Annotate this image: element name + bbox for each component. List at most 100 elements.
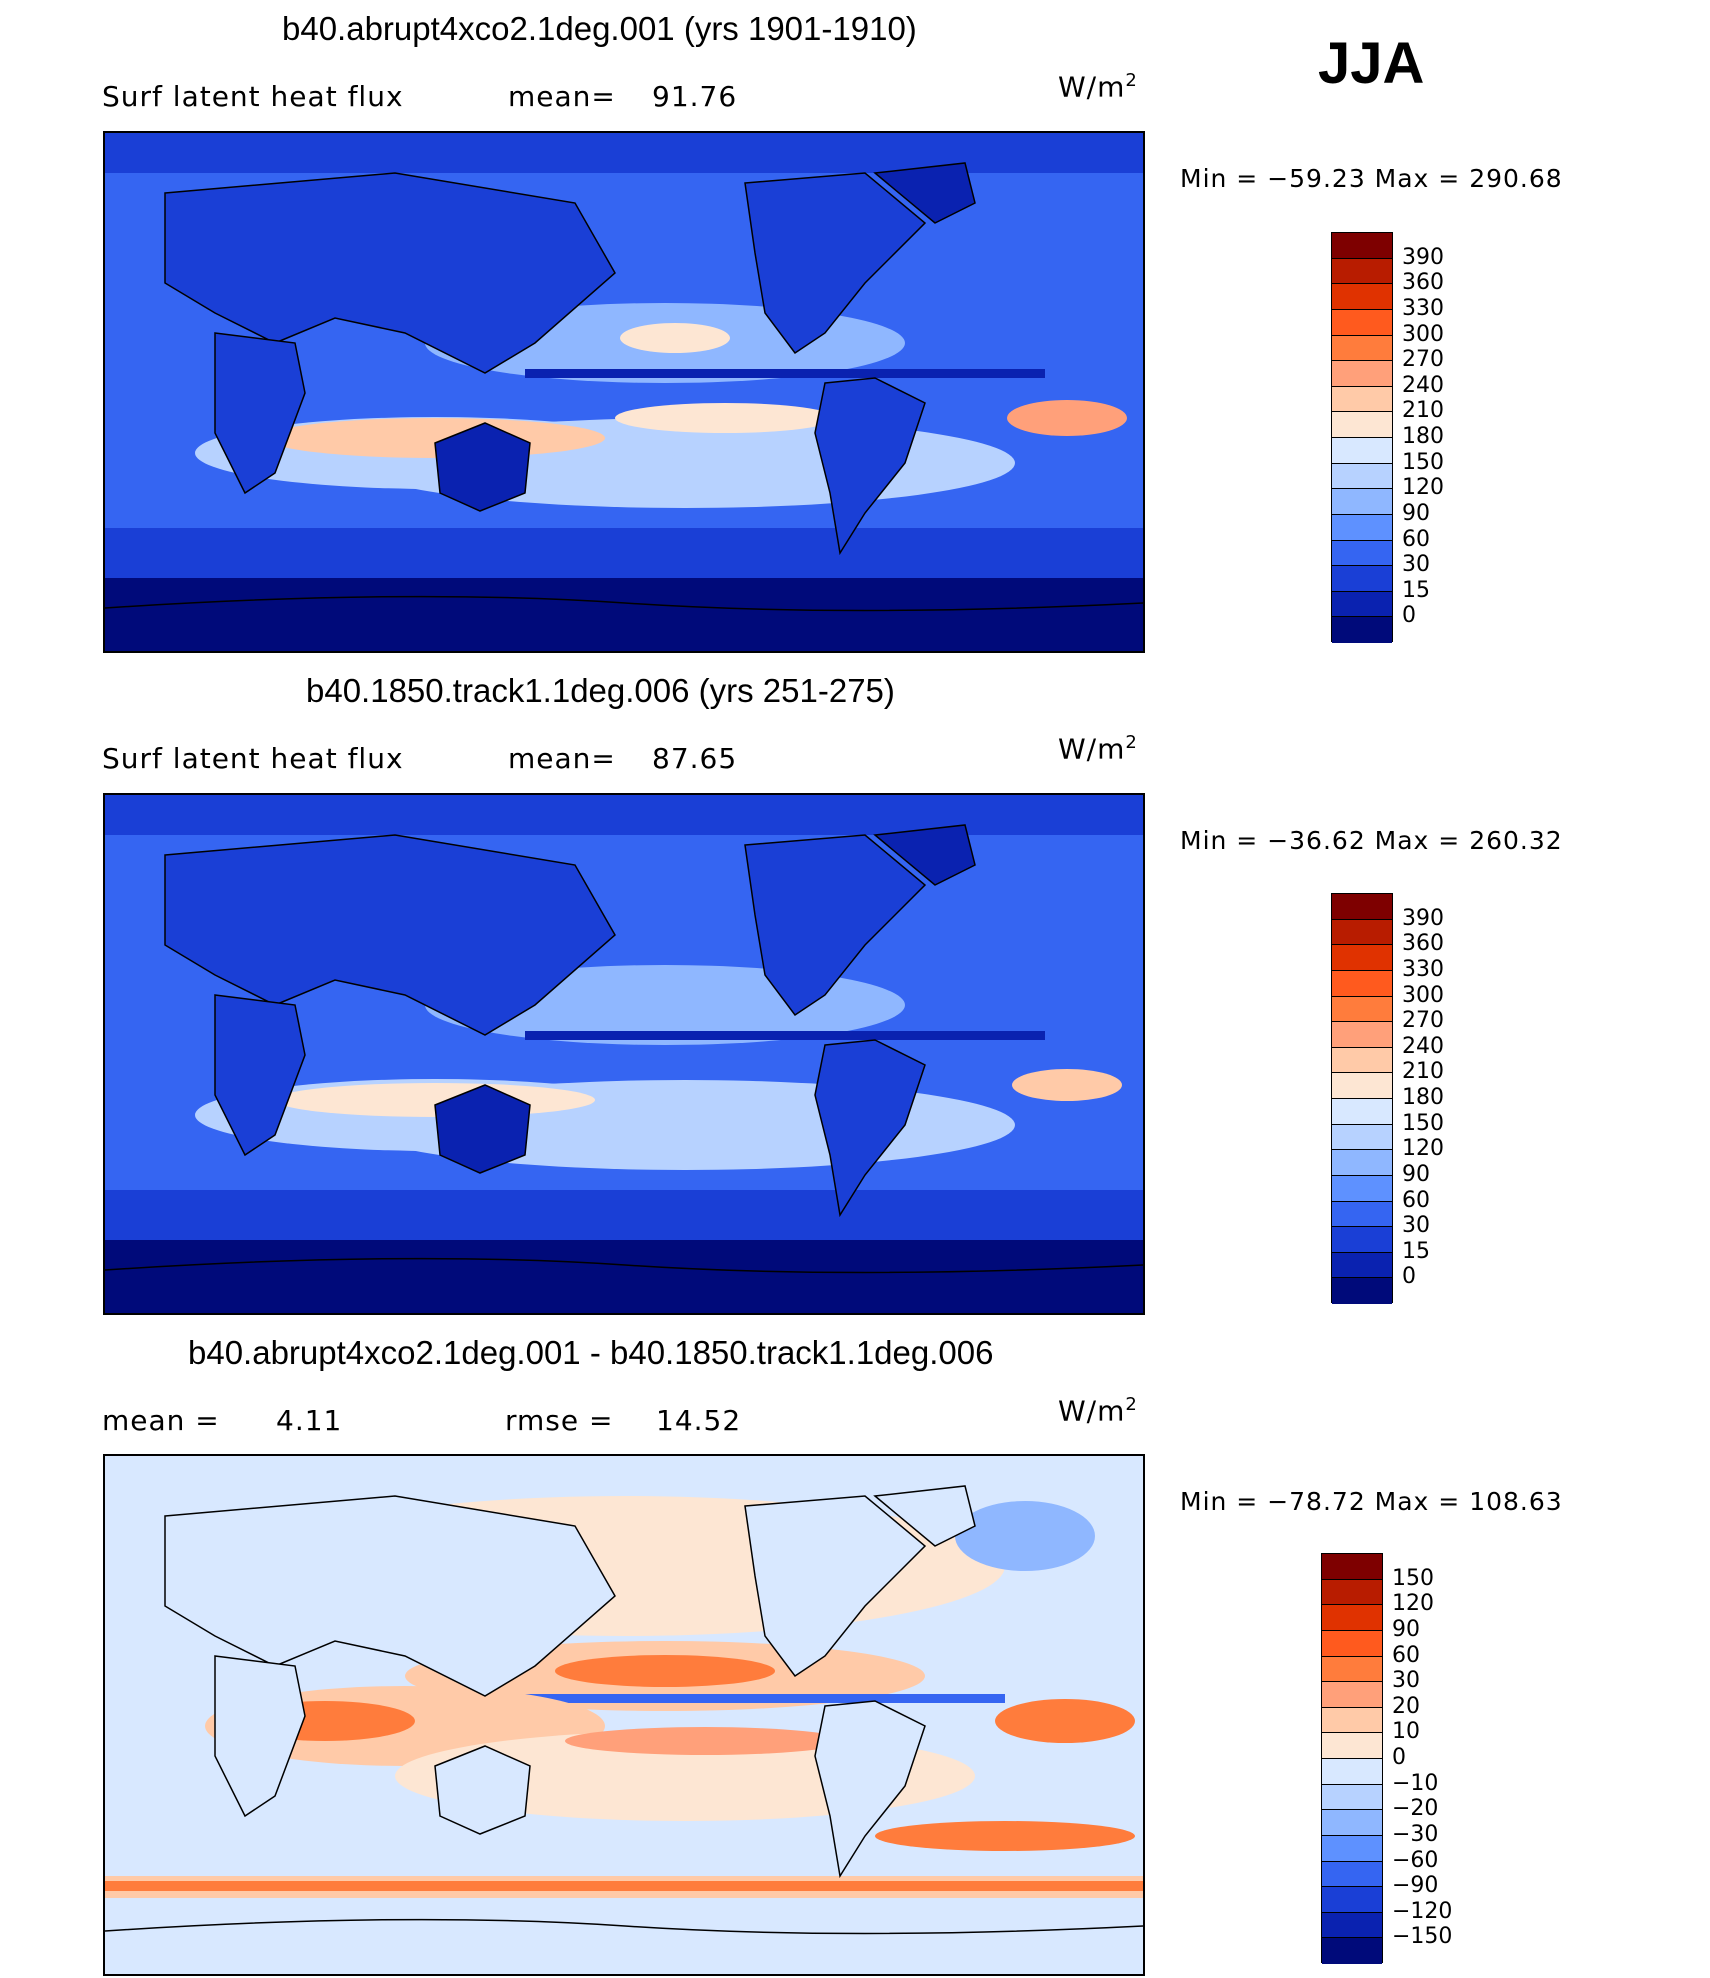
colorbar-segment <box>1332 1150 1392 1176</box>
greenland <box>873 1485 976 1547</box>
colorbar-segment <box>1322 1707 1382 1734</box>
colorbar-tick-label: 180 <box>1402 1085 1444 1110</box>
colorbar-tick-label: 0 <box>1392 1745 1406 1770</box>
colorbar-tick-label: 120 <box>1402 475 1444 501</box>
panel-2-colorbar <box>1331 893 1393 1304</box>
atl-anom <box>995 1699 1135 1743</box>
spac-anom-core <box>565 1727 845 1755</box>
season-label: JJA <box>1318 31 1425 96</box>
colorbar-segment <box>1322 1835 1382 1862</box>
colorbar-segment <box>1332 894 1392 920</box>
colorbar-segment <box>1322 1579 1382 1606</box>
colorbar-tick-label: 390 <box>1402 905 1444 931</box>
colorbar-segment <box>1332 970 1392 997</box>
panel-3-mean-label: mean = <box>102 1404 220 1437</box>
antarctica-coast <box>105 595 1143 612</box>
colorbar-segment <box>1332 412 1392 438</box>
indian-warm <box>265 418 605 458</box>
panel-2-title: b40.1850.track1.1deg.006 (yrs 251-275) <box>306 672 895 709</box>
colorbar-tick-label: 300 <box>1402 321 1444 347</box>
arctic-band <box>105 133 1143 173</box>
colorbar-segment <box>1332 438 1392 464</box>
colorbar-segment <box>1332 1022 1392 1048</box>
colorbar-tick-label: 15 <box>1402 577 1430 603</box>
colorbar-segment <box>1332 309 1392 336</box>
colorbar-segment <box>1332 1047 1392 1074</box>
eurasia <box>164 172 616 374</box>
colorbar-segment <box>1332 617 1392 643</box>
colorbar-tick-label: 150 <box>1402 449 1444 475</box>
colorbar-tick-label: 180 <box>1402 424 1444 449</box>
colorbar-tick-label: 210 <box>1402 398 1444 424</box>
colorbar-segment <box>1332 258 1392 285</box>
north-america <box>744 172 927 355</box>
panel-1-units: W/m2 <box>1058 70 1138 103</box>
panel-1-map <box>103 131 1145 653</box>
panel-3-minmax: Min = −78.72 Max = 108.63 <box>1180 1487 1563 1516</box>
antarctica-coast <box>105 1918 1143 1935</box>
panel-1-map-svg <box>105 133 1143 651</box>
colorbar-segment <box>1332 919 1392 946</box>
south-america <box>814 1039 926 1218</box>
colorbar-tick-label: −20 <box>1392 1796 1439 1822</box>
colorbar-segment <box>1332 591 1392 618</box>
satl-anom <box>875 1821 1135 1851</box>
colorbar-tick-label: 300 <box>1402 982 1444 1008</box>
greenland <box>873 824 976 886</box>
colorbar-tick-label: 60 <box>1402 526 1430 552</box>
colorbar-tick-label: −30 <box>1392 1821 1439 1847</box>
colorbar-tick-label: 60 <box>1402 1187 1430 1213</box>
colorbar-segment <box>1332 1227 1392 1253</box>
panel-1-title: b40.abrupt4xco2.1deg.001 (yrs 1901-1910) <box>282 10 917 47</box>
npac-anom-core <box>555 1655 775 1687</box>
unit-base: W/m <box>1058 70 1126 104</box>
colorbar-tick-label: 360 <box>1402 931 1444 957</box>
colorbar-tick-label: 90 <box>1402 500 1430 526</box>
africa <box>214 332 306 495</box>
colorbar-segment <box>1322 1605 1382 1631</box>
panel-1-mean-value: 91.76 <box>652 80 738 113</box>
panel-2-mean-value: 87.65 <box>652 742 738 775</box>
colorbar-segment <box>1332 335 1392 362</box>
colorbar-segment <box>1332 489 1392 515</box>
panel-2-units: W/m2 <box>1058 732 1138 765</box>
colorbar-tick-label: 240 <box>1402 372 1444 398</box>
africa <box>214 994 306 1157</box>
colorbar-tick-label: 30 <box>1392 1668 1420 1694</box>
panel-2-mean-label: mean= <box>508 742 616 775</box>
colorbar-segment <box>1322 1759 1382 1785</box>
australia <box>434 1745 531 1835</box>
antarctic-band <box>105 578 1143 651</box>
colorbar-tick-label: 150 <box>1392 1565 1434 1591</box>
colorbar-tick-label: 210 <box>1402 1059 1444 1085</box>
panel-3-colorbar-ticks: 150 120 90 60 30 20 10 0 −10 −20 −30 −60 −90 −120 −150 <box>1392 1553 1502 1963</box>
colorbar-tick-label: 330 <box>1402 295 1444 321</box>
colorbar-segment <box>1332 566 1392 592</box>
panel-3-rmse-label: rmse = <box>505 1404 614 1437</box>
panel-2-map <box>103 793 1145 1315</box>
panel-1-variable: Surf latent heat flux <box>102 80 404 113</box>
colorbar-segment <box>1322 1912 1382 1939</box>
atl-warm <box>1007 400 1127 436</box>
colorbar-tick-label: −120 <box>1392 1898 1453 1924</box>
panel-3-rmse-value: 14.52 <box>656 1404 742 1437</box>
panel-3-colorbar <box>1321 1553 1383 1964</box>
npac-warm <box>620 323 730 353</box>
panel-1-colorbar <box>1331 232 1393 643</box>
colorbar-tick-label: 360 <box>1402 270 1444 296</box>
colorbar-tick-label: 20 <box>1392 1693 1420 1719</box>
australia <box>434 1084 531 1174</box>
colorbar-segment <box>1322 1554 1382 1580</box>
atl-warm <box>1012 1069 1122 1101</box>
colorbar-tick-label: 120 <box>1402 1136 1444 1162</box>
colorbar-tick-label: −60 <box>1392 1847 1439 1873</box>
greenland <box>873 162 976 224</box>
colorbar-segment <box>1322 1682 1382 1708</box>
spac-warm <box>615 403 835 433</box>
africa <box>214 1655 306 1818</box>
antarctic-band <box>105 1240 1143 1313</box>
colorbar-tick-label: 30 <box>1402 1213 1430 1239</box>
colorbar-tick-label: 90 <box>1392 1616 1420 1642</box>
unit-exponent: 2 <box>1125 70 1138 91</box>
unit-exponent: 2 <box>1125 1394 1138 1415</box>
